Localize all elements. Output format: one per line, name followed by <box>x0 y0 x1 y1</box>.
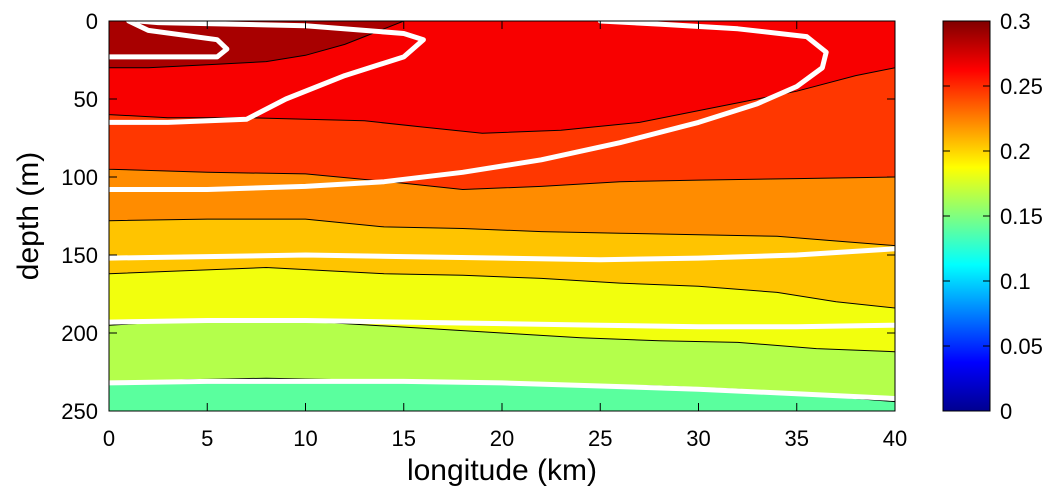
white-contour-0 <box>109 21 426 125</box>
white-contour-2 <box>109 21 829 192</box>
x-tick-label: 10 <box>293 426 317 451</box>
white-contours <box>109 21 895 401</box>
filled-bands <box>109 21 895 411</box>
x-tick-label: 30 <box>686 426 710 451</box>
colorbar-tick-label: 0.05 <box>1000 334 1043 359</box>
colorbar <box>942 20 991 412</box>
colorbar-tick-label: 0.2 <box>1000 139 1031 164</box>
x-axis: 0 5 10 15 20 25 30 35 40 <box>103 21 907 451</box>
y-tick-label: 250 <box>61 399 98 424</box>
y-axis-label: depth (m) <box>12 152 45 280</box>
y-tick-label: 200 <box>61 321 98 346</box>
y-tick-label: 150 <box>61 243 98 268</box>
x-tick-label: 25 <box>588 426 612 451</box>
white-contour-1 <box>109 21 230 60</box>
x-tick-label: 15 <box>392 426 416 451</box>
colorbar-tick-label: 0.25 <box>1000 74 1043 99</box>
x-tick-label: 20 <box>490 426 514 451</box>
colorbar-tick-label: 0.3 <box>1000 9 1031 34</box>
white-contour-5 <box>109 378 895 401</box>
y-axis: 0 50 100 150 200 250 <box>61 9 895 424</box>
x-tick-label: 5 <box>201 426 213 451</box>
y-tick-label: 0 <box>86 9 98 34</box>
y-tick-label: 100 <box>61 165 98 190</box>
x-tick-label: 35 <box>785 426 809 451</box>
colorbar-tick-label: 0.1 <box>1000 269 1031 294</box>
y-tick-label: 50 <box>74 87 98 112</box>
colorbar-axis: 0 0.05 0.1 0.15 0.2 0.25 0.3 <box>943 9 1043 424</box>
plot-area <box>109 21 895 411</box>
x-tick-label: 0 <box>103 426 115 451</box>
colorbar-tick-label: 0.15 <box>1000 204 1043 229</box>
white-contour-3 <box>109 246 895 263</box>
white-contour-4 <box>109 318 895 330</box>
x-tick-label: 40 <box>883 426 907 451</box>
x-axis-label: longitude (km) <box>407 454 597 487</box>
colorbar-tick-label: 0 <box>1000 399 1012 424</box>
